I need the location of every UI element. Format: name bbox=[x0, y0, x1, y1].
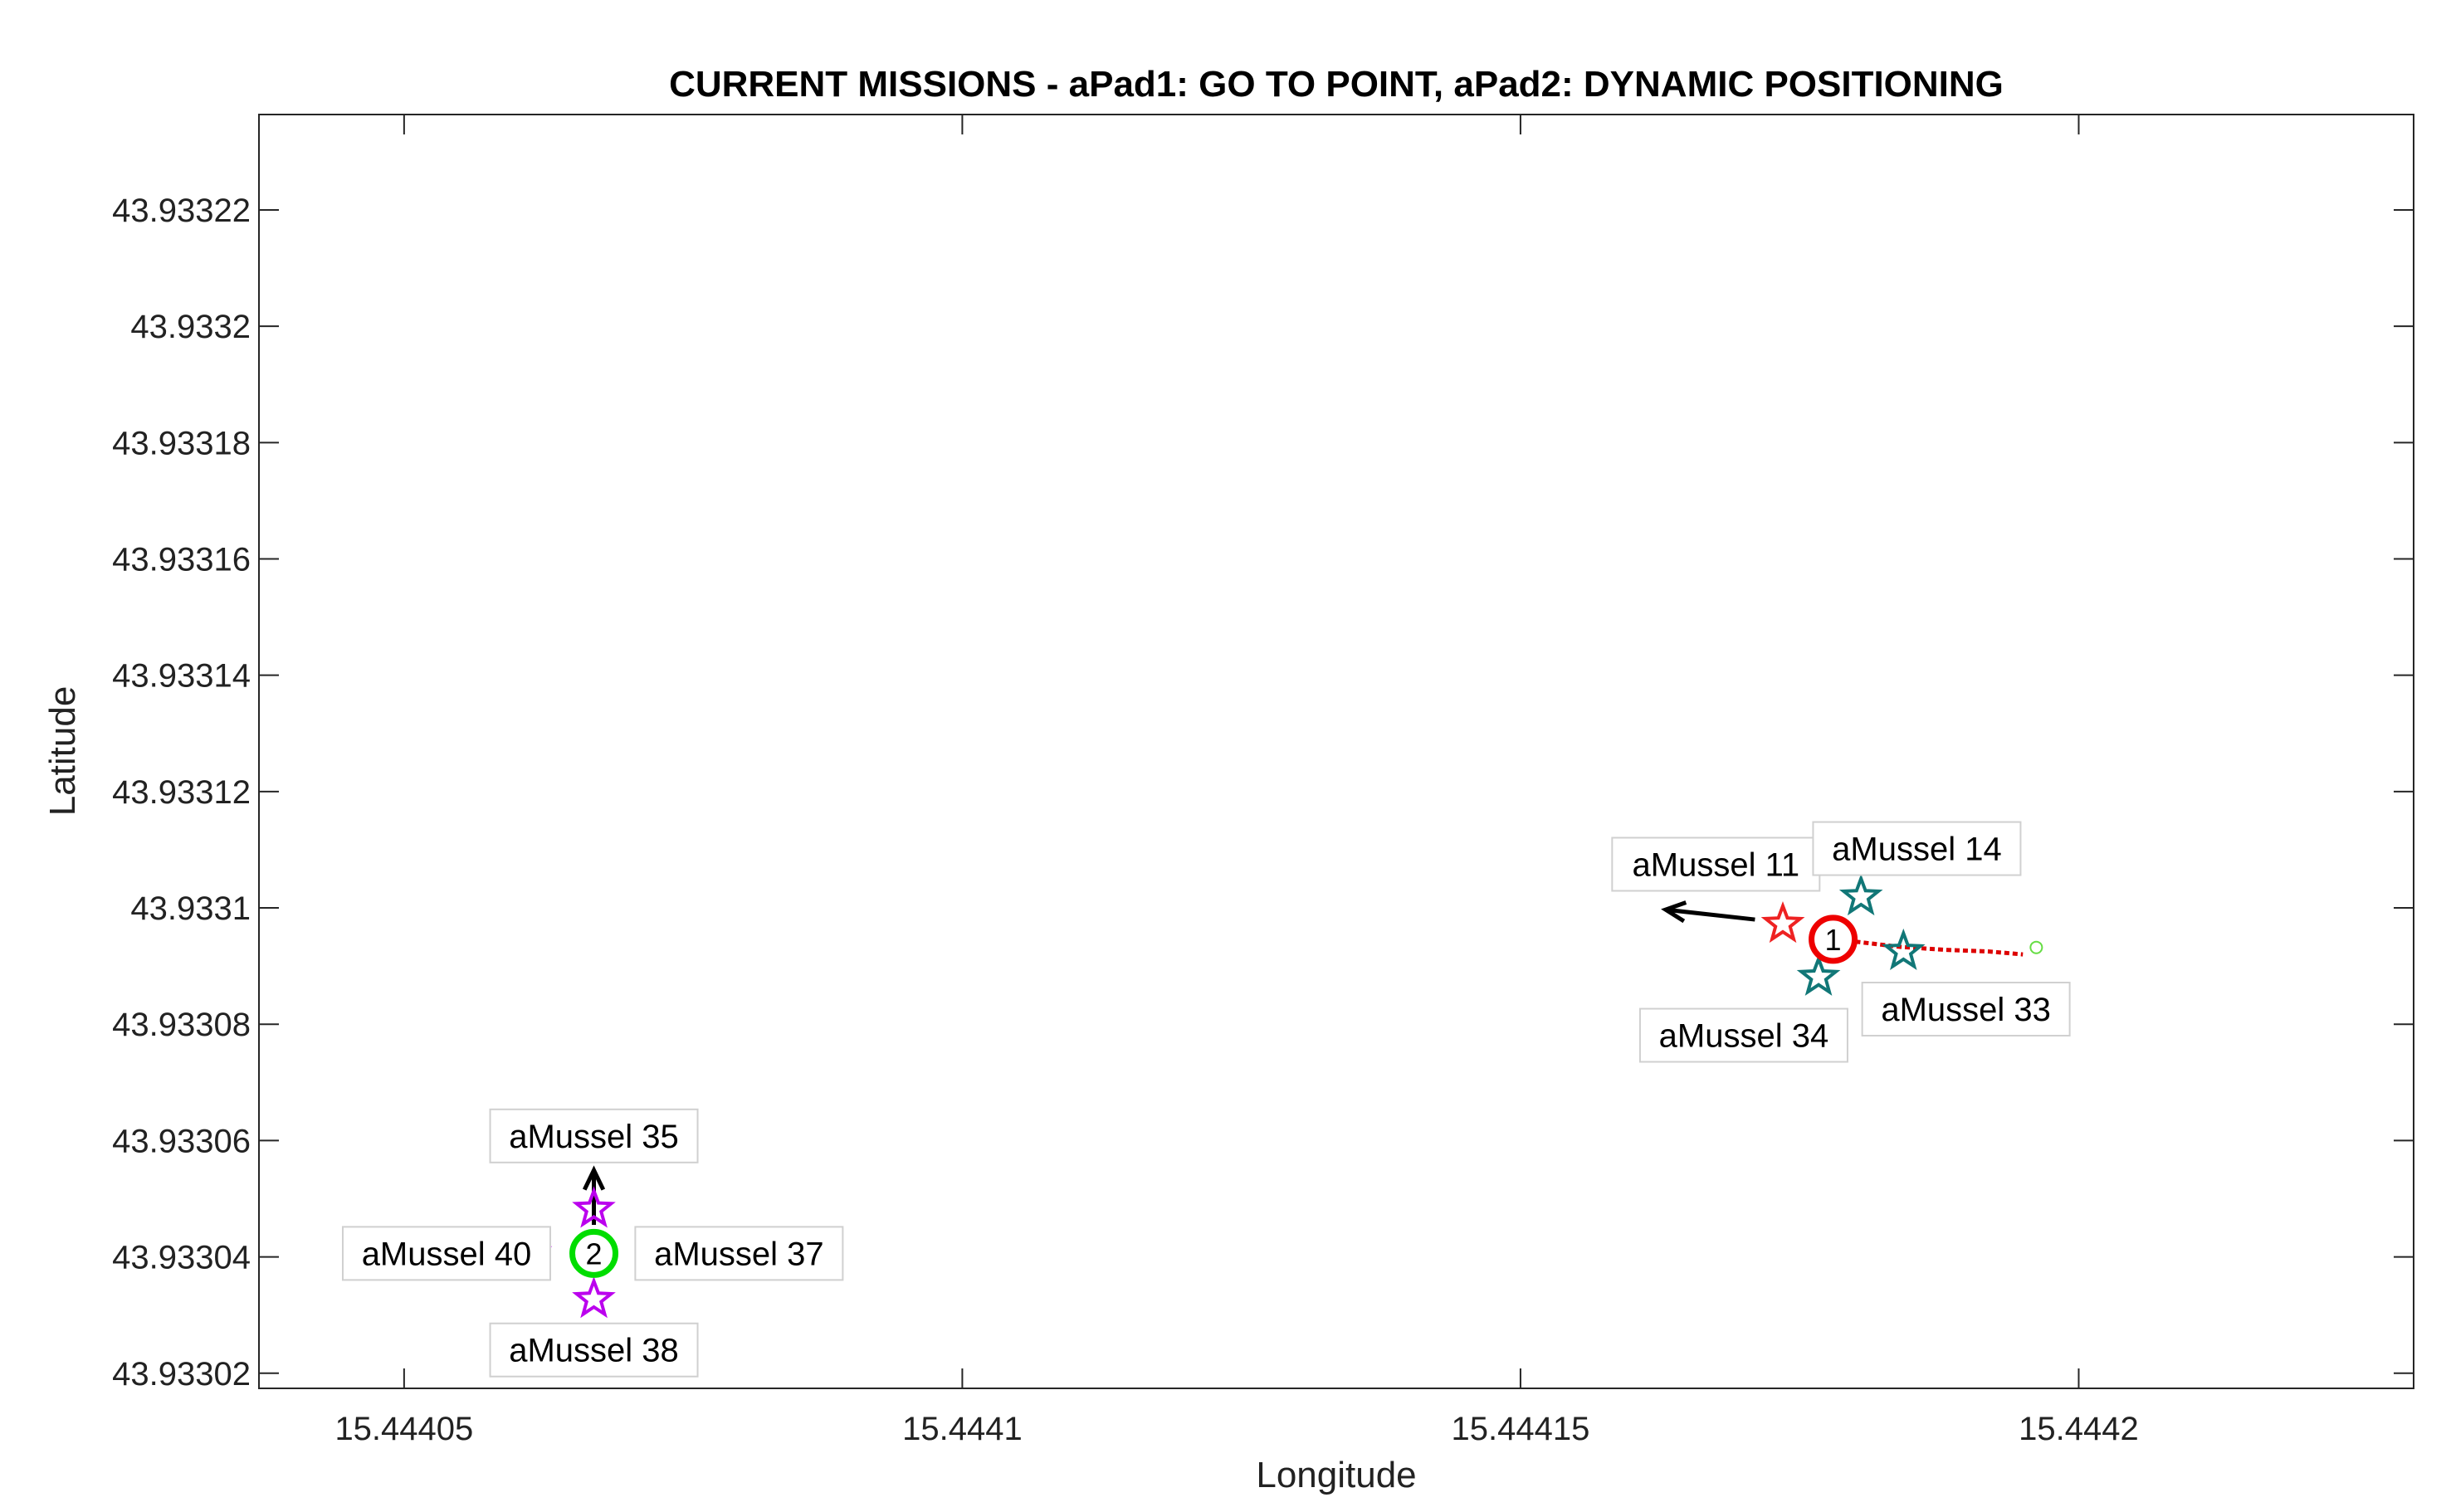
amussel-11-marker bbox=[1760, 901, 1805, 944]
y-axis-label: Latitude bbox=[42, 686, 83, 817]
amussel-34-marker bbox=[1796, 954, 1841, 996]
y-tick-label: 43.9332 bbox=[130, 309, 251, 345]
amussel-35-label-box bbox=[489, 1108, 699, 1163]
apad2-marker bbox=[569, 1228, 619, 1278]
trail-line bbox=[1855, 939, 2024, 957]
x-tick-label: 15.44405 bbox=[334, 1411, 473, 1447]
amussel-33-label: aMussel 33 bbox=[1881, 992, 2051, 1028]
amussel-37-label-box bbox=[634, 1226, 844, 1281]
y-tick-label: 43.93318 bbox=[112, 425, 251, 461]
x-axis-label: Longitude bbox=[1256, 1455, 1416, 1495]
amussel-35-label: aMussel 35 bbox=[509, 1119, 679, 1155]
amussel-37-label: aMussel 37 bbox=[654, 1236, 824, 1272]
plot-area-frame bbox=[258, 114, 2414, 1389]
amussel-14-label: aMussel 14 bbox=[1832, 832, 2002, 868]
amussel-labels: aMussel 11 aMussel 14 aMussel 33 aMussel 34… bbox=[341, 821, 2071, 1378]
y-tick-label: 43.93312 bbox=[112, 774, 251, 811]
x-tick-label: 15.4441 bbox=[902, 1411, 1023, 1447]
y-tick-label: 43.93304 bbox=[112, 1240, 251, 1276]
amussel-38-marker bbox=[572, 1276, 616, 1319]
apad1-marker bbox=[1809, 915, 1858, 964]
y-tick-label: 43.93322 bbox=[112, 193, 251, 229]
trail-end-marker bbox=[2029, 940, 2043, 954]
y-tick-label: 43.93306 bbox=[112, 1123, 251, 1159]
apad-markers: 12 bbox=[569, 915, 1858, 1278]
amussel-38-label: aMussel 38 bbox=[509, 1333, 679, 1369]
amussel-14-label-box bbox=[1812, 821, 2022, 876]
heading-arrows bbox=[582, 900, 1755, 1226]
y-tick-label: 43.93314 bbox=[112, 658, 251, 695]
amussel-33-label-box bbox=[1861, 982, 2071, 1037]
amussel-40-label-box bbox=[341, 1226, 551, 1281]
apad1-trail bbox=[1855, 939, 2043, 957]
x-tick-label: 15.4442 bbox=[2019, 1411, 2139, 1447]
apad1-number: 1 bbox=[1825, 923, 1842, 957]
amussel-35-marker bbox=[572, 1186, 616, 1228]
axis-ticks: 15.44415.4440515.444115.4441515.444243.9… bbox=[112, 115, 2414, 1447]
heading-arrow-head bbox=[1661, 900, 1687, 924]
amussel-14-marker bbox=[1838, 873, 1883, 916]
y-tick-label: 43.93302 bbox=[112, 1356, 251, 1393]
amussel-40-label: aMussel 40 bbox=[362, 1236, 532, 1272]
amussel-11-label: aMussel 11 bbox=[1633, 846, 1800, 883]
y-tick-label: 43.9331 bbox=[130, 890, 251, 927]
y-tick-label: 43.93316 bbox=[112, 541, 251, 578]
amussel-33-marker bbox=[1882, 928, 1926, 970]
x-tick-label: 15.44415 bbox=[1452, 1411, 1590, 1447]
chart-title: CURRENT MISSIONS - aPad1: GO TO POINT, a… bbox=[669, 64, 2004, 105]
heading-arrow-head bbox=[582, 1165, 606, 1191]
amussel-34-label: aMussel 34 bbox=[1659, 1018, 1829, 1055]
amussel-38-label-box bbox=[489, 1322, 699, 1378]
heading-arrow-shaft bbox=[1665, 907, 1755, 922]
y-tick-label: 43.93308 bbox=[112, 1007, 251, 1043]
amussel-34-label-box bbox=[1638, 1007, 1848, 1063]
apad2-number: 2 bbox=[586, 1236, 603, 1271]
